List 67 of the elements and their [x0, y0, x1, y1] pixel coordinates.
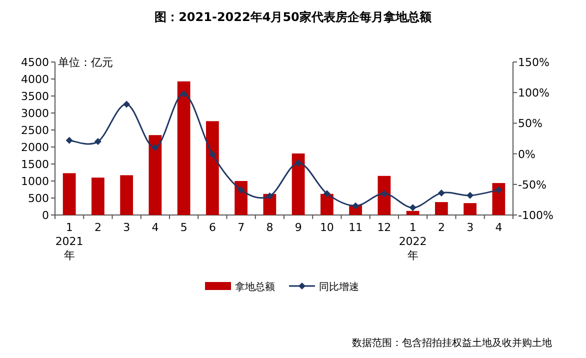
x-tick-label: 10 [320, 221, 334, 234]
bar [406, 210, 420, 215]
y-tick-label: 0 [42, 209, 49, 222]
bar [464, 203, 477, 215]
y-tick-label: 500 [28, 192, 49, 205]
bar [120, 175, 134, 215]
bar [378, 176, 391, 215]
x-tick-label: 2 [438, 221, 445, 234]
chart-title: 图：2021-2022年4月50家代表房企每月拿地总额 [154, 10, 432, 24]
y-tick-label: 2000 [21, 141, 49, 154]
point [495, 186, 502, 194]
point [94, 138, 102, 146]
x-tick-label: 4 [152, 221, 159, 234]
x-tick-label: 3 [123, 221, 130, 234]
text: 数据范围：包含招拍挂权益土地及收并购土地 [352, 337, 552, 349]
legend-label: 拿地总额 [235, 281, 275, 293]
point [266, 192, 274, 200]
point [352, 202, 360, 210]
y2-tick-label: 150% [518, 56, 550, 69]
y-tick-label: 4500 [21, 56, 49, 69]
y-tick-label: 2500 [21, 124, 49, 137]
point [152, 144, 159, 152]
bar [234, 181, 248, 215]
x-tick-label: 5 [180, 221, 188, 234]
x-tick-label: 12 [377, 221, 392, 234]
bar [492, 183, 506, 215]
y-tick-label: 1000 [21, 175, 49, 188]
x-tick-label: 4 [495, 221, 502, 234]
point [238, 186, 245, 194]
point [409, 204, 416, 212]
y2-tick-label: -50% [518, 178, 546, 192]
x-tick-label: 9 [294, 221, 302, 234]
x-tick-label: 1 2021 年 [55, 221, 84, 262]
y-tick-label: 3000 [21, 107, 49, 120]
bar [91, 178, 104, 215]
bar [434, 202, 448, 215]
y2-tick-label: -100% [518, 209, 554, 222]
x-tick-label: 6 [208, 221, 216, 234]
point [123, 100, 130, 108]
y-tick-label: 4000 [21, 73, 49, 86]
point [466, 192, 474, 199]
bar [62, 173, 76, 215]
y2-tick-label: 0% [518, 148, 536, 161]
bar [177, 81, 190, 215]
x-tick-label: 8 [266, 221, 274, 234]
point [66, 136, 73, 144]
x-tick-label: 1 2022 年 [398, 221, 427, 262]
x-tick-label: 11 [348, 221, 363, 234]
bar [206, 121, 219, 215]
bar [148, 135, 162, 215]
point [208, 150, 216, 158]
bar [292, 153, 305, 215]
point [380, 190, 388, 198]
x-tick-label: 3 [466, 221, 474, 234]
point [438, 189, 445, 196]
y-axis-title: 单位：亿元 [58, 56, 113, 69]
point [180, 90, 188, 98]
bar [320, 194, 334, 215]
y2-tick-label: 50% [518, 117, 542, 130]
point [294, 159, 302, 166]
y2-tick-label: 100% [518, 86, 550, 100]
legend-label: 同比增速 [319, 281, 359, 293]
y-tick-label: 1500 [21, 158, 49, 171]
y-tick-label: 3500 [21, 90, 49, 103]
x-tick-label: 7 [238, 221, 245, 234]
point [323, 190, 330, 198]
x-tick-label: 2 [94, 221, 102, 234]
